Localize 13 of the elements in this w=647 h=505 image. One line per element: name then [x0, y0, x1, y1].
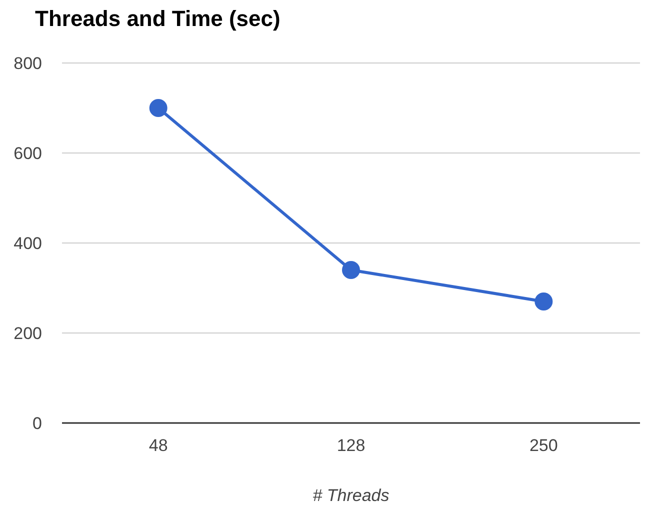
y-tick-label: 600 [14, 144, 42, 164]
x-tick-label: 250 [529, 436, 558, 456]
x-tick-label: 48 [148, 436, 168, 456]
y-tick-label: 800 [14, 54, 42, 74]
point [149, 99, 168, 117]
x-tick-label: 128 [336, 436, 366, 456]
point [534, 292, 553, 310]
x-axis-title: # Threads [312, 486, 390, 505]
y-tick-label: 200 [14, 324, 42, 344]
chart-title: Threads and Time (sec) [35, 6, 280, 32]
point [342, 261, 360, 279]
y-tick-label: 400 [14, 234, 42, 254]
y-tick-label: 0 [32, 414, 42, 434]
